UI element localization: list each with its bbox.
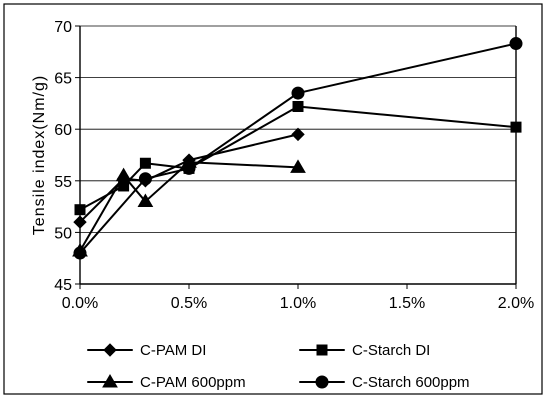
data-point-square [510,121,522,133]
x-tick-label: 2.0% [498,295,534,312]
y-tick-label: 70 [54,19,72,36]
y-tick-label: 55 [54,174,72,191]
data-point-triangle [137,193,154,207]
data-point-triangle [290,159,306,173]
legend-marker-circle [315,375,329,389]
legend-item-triangle: C-PAM 600ppm [87,374,246,391]
legend-item-circle: C-Starch 600ppm [299,374,470,391]
series-layer [72,37,523,260]
data-point-square [292,100,304,112]
data-point-circle [291,86,305,100]
legend-marker-triangle [102,374,118,388]
data-point-square [139,157,151,169]
data-point-circle [138,172,152,186]
legend: C-PAM DI C-Starch DI C-PAM 600ppm C-Starch … [87,342,470,391]
y-axis-title: Tensile index(Nm/g) [31,75,48,235]
series-circle [73,37,523,260]
legend-marker-diamond [103,343,117,357]
legend-label: C-Starch DI [352,342,430,359]
data-point-circle [509,37,523,51]
y-tick-label: 45 [54,277,72,294]
x-tick-label: 0.5% [171,295,207,312]
x-tick-label: 0.0% [62,295,98,312]
legend-item-square: C-Starch DI [299,342,430,359]
legend-label: C-PAM 600ppm [140,374,246,391]
legend-label: C-PAM DI [140,342,206,359]
data-point-circle [182,161,196,175]
plot-area [80,26,516,284]
data-point-diamond [73,215,87,229]
data-point-circle [73,246,87,260]
grid-lines [80,25,516,233]
x-tick-label: 1.0% [280,295,316,312]
legend-marker-square [316,344,328,356]
data-point-diamond [291,127,305,142]
y-tick-label: 50 [54,225,72,242]
axes: 45 50 55 60 65 70 0.0% 0.5% 1.0% 1.5% 2.0% [54,19,534,312]
data-point-triangle [115,167,132,182]
y-tick-label: 65 [54,71,72,88]
x-tick-label: 1.5% [389,295,425,312]
legend-item-diamond: C-PAM DI [87,342,206,359]
y-tick-label: 60 [54,122,72,139]
data-point-square [74,204,86,216]
legend-label: C-Starch 600ppm [352,374,470,391]
